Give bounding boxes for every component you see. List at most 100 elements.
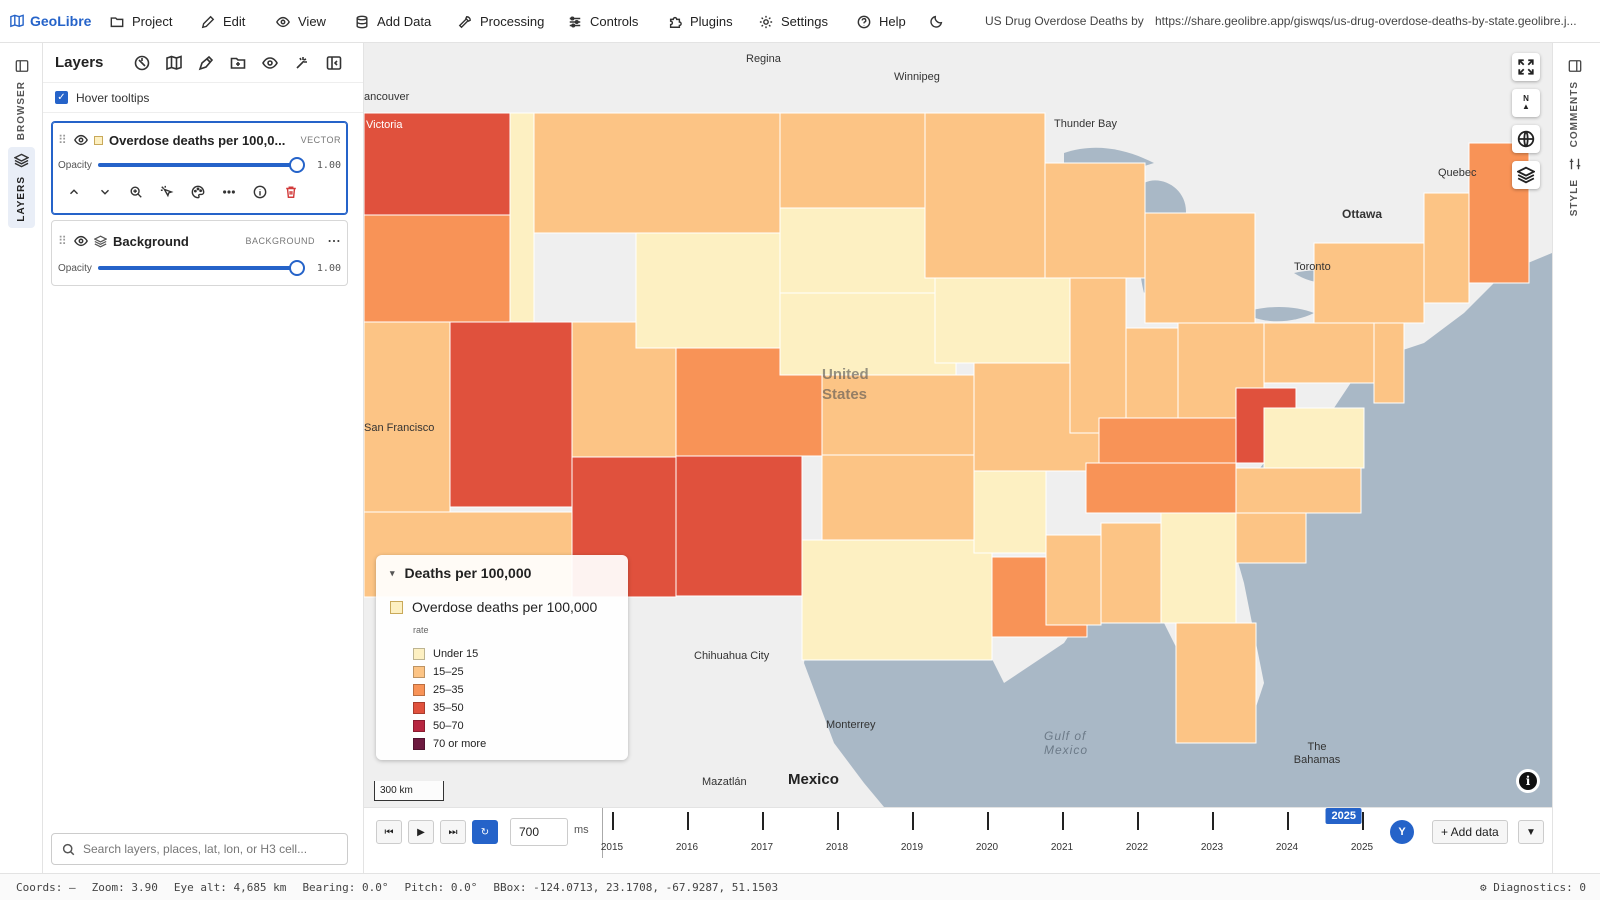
app-logo[interactable]: GeoLibre (0, 13, 100, 29)
state-wy (635, 232, 781, 349)
menu-controls[interactable]: Controls (568, 14, 638, 29)
legend-item: Under 15 (413, 645, 614, 663)
timeline-bar: ⏮ ▶ ⏭ ↻ 700 ms 2015 2016 2017 2018 2019 2020 2… (364, 807, 1552, 858)
interval-input[interactable]: 700 (510, 818, 568, 846)
drag-handle-icon[interactable]: ⠿ (58, 234, 67, 248)
menu-help[interactable]: Help (857, 14, 906, 29)
state-ia (934, 277, 1071, 364)
play-button[interactable]: ▶ (408, 820, 434, 844)
timeline-axis[interactable]: 2015 2016 2017 2018 2019 2020 2021 2022 2023 2024… (601, 808, 1373, 858)
draw-icon[interactable] (197, 54, 215, 72)
sparkle-icon[interactable] (293, 54, 311, 72)
map-label-united-states: United States (822, 366, 869, 403)
map-label-san-francisco: San Francisco (364, 422, 435, 434)
basemap-icon[interactable] (133, 54, 151, 72)
timeline-tick-label: 2021 (1050, 842, 1074, 853)
browser-tab[interactable]: BROWSER (8, 59, 35, 140)
layers-tab[interactable]: LAYERS (8, 147, 35, 228)
timeline-current-year[interactable]: 2025 (1325, 808, 1362, 824)
state-nj-md (1373, 322, 1405, 404)
layer-card-overdose[interactable]: ⠿ Overdose deaths per 100,0... VECTOR Op… (51, 121, 348, 215)
avatar[interactable]: Y (1390, 820, 1414, 844)
map-controls: N ▲ (1512, 53, 1540, 189)
timeline-tick (1212, 812, 1214, 830)
eye-icon[interactable] (74, 234, 88, 248)
state-wa (364, 112, 511, 216)
menu-add-data[interactable]: Add Data (355, 14, 431, 29)
wrench-icon (458, 15, 471, 28)
opacity-slider-knob[interactable] (289, 157, 305, 173)
legend-item-label: Under 15 (433, 648, 479, 660)
map-label-ottawa: Ottawa (1342, 207, 1383, 221)
skip-back-button[interactable]: ⏮ (376, 820, 402, 844)
menu-view[interactable]: View (276, 14, 326, 29)
menu-plugins[interactable]: Plugins (668, 14, 733, 29)
legend-item-label: 25–35 (433, 684, 464, 696)
left-rail: BROWSER LAYERS (0, 43, 43, 873)
legend-item: 25–35 (413, 681, 614, 699)
more-options-icon[interactable] (221, 184, 236, 199)
drag-handle-icon[interactable]: ⠿ (58, 133, 67, 147)
moon-icon (930, 15, 943, 28)
menu-settings[interactable]: Settings (759, 14, 828, 29)
add-data-button[interactable]: + Add data (1432, 820, 1508, 844)
move-up-icon[interactable] (66, 184, 81, 199)
globe-button[interactable] (1512, 125, 1540, 153)
theme-toggle[interactable] (930, 14, 944, 28)
move-down-icon[interactable] (97, 184, 112, 199)
opacity-slider[interactable] (98, 260, 305, 276)
state-ca-n (364, 321, 451, 513)
legend-item-label: 15–25 (433, 666, 464, 678)
chevron-down-icon[interactable]: ▾ (390, 567, 395, 578)
hover-tooltips-checkbox[interactable]: ✓ (55, 91, 68, 104)
timeline-tick (837, 812, 839, 830)
palette-icon[interactable] (190, 184, 205, 199)
layer-search-input[interactable]: Search layers, places, lat, lon, or H3 c… (51, 833, 348, 865)
legend-item: 50–70 (413, 717, 614, 735)
comments-tab[interactable]: COMMENTS (1561, 59, 1588, 147)
state-nd (779, 112, 926, 209)
legend-item: 35–50 (413, 699, 614, 717)
state-sc (1235, 512, 1307, 564)
fullscreen-button[interactable] (1512, 53, 1540, 81)
skip-forward-button[interactable]: ⏭ (440, 820, 466, 844)
share-url[interactable]: https://share.geolibre.app/giswqs/us-dru… (1155, 14, 1577, 28)
menu-processing[interactable]: Processing (458, 14, 544, 29)
top-bar: GeoLibre Project Edit View Add Data Proc… (0, 0, 1600, 43)
zoom-to-layer-icon[interactable] (128, 184, 143, 199)
layers-icon (1517, 166, 1535, 184)
state-ar (973, 470, 1047, 554)
visibility-icon[interactable] (261, 54, 279, 72)
opacity-slider[interactable] (98, 157, 305, 173)
layers-panel: Layers ✓ Hover tooltips ⠿ Overdose death… (43, 43, 364, 873)
layer-name[interactable]: Overdose deaths per 100,0... (109, 132, 286, 148)
identify-icon[interactable] (159, 184, 174, 199)
collapse-panel-icon[interactable] (325, 54, 343, 72)
map-canvas[interactable]: Regina Winnipeg ancouver Victoria Thunde… (364, 43, 1552, 807)
timeline-tick (912, 812, 914, 830)
database-icon (356, 15, 368, 28)
legend-field: rate (413, 625, 429, 635)
layer-switcher-button[interactable] (1512, 161, 1540, 189)
legend-header[interactable]: ▾ Deaths per 100,000 (390, 565, 614, 581)
add-data-dropdown[interactable]: ▼ (1518, 820, 1544, 844)
layer-name[interactable]: Background (113, 233, 189, 249)
delete-icon[interactable] (283, 184, 298, 199)
info-icon[interactable] (252, 184, 267, 199)
menu-project[interactable]: Project (110, 14, 172, 29)
add-folder-icon[interactable] (229, 54, 247, 72)
diagnostics-button[interactable]: ⚙ Diagnostics: 0 (1480, 881, 1586, 894)
attribution-button[interactable]: i (1516, 769, 1540, 793)
state-vt-nh (1423, 192, 1470, 304)
hover-tooltips-row[interactable]: ✓ Hover tooltips (43, 83, 363, 113)
scale-bar: 300 km (374, 781, 444, 801)
layer-card-background[interactable]: ⠿ Background BACKGROUND Opacity 1.00 (51, 220, 348, 286)
opacity-slider-knob[interactable] (289, 260, 305, 276)
menu-edit[interactable]: Edit (201, 14, 245, 29)
more-options-icon[interactable] (327, 234, 341, 248)
style-tab[interactable]: STYLE (1561, 157, 1588, 216)
eye-icon[interactable] (74, 133, 88, 147)
map-layer-icon[interactable] (165, 54, 183, 72)
loop-button[interactable]: ↻ (472, 820, 498, 844)
compass-button[interactable]: N ▲ (1512, 89, 1540, 117)
